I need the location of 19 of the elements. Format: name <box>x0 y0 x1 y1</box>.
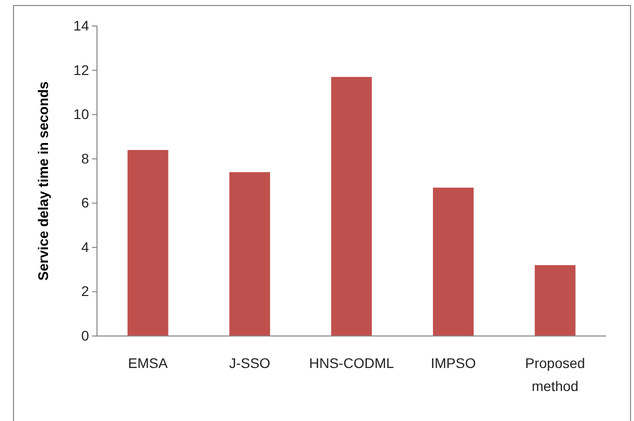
y-axis-title: Service delay time in seconds <box>35 81 51 281</box>
y-tick-label: 2 <box>81 283 90 300</box>
x-tick-label: J-SSO <box>229 355 270 371</box>
x-tick-label: IMPSO <box>430 355 476 371</box>
x-tick-label: EMSA <box>128 355 168 371</box>
bar <box>534 265 576 336</box>
bar <box>432 188 474 336</box>
y-tick-label: 0 <box>81 327 90 344</box>
x-tick-label: Proposed method <box>525 355 586 394</box>
y-tick-label: 8 <box>81 150 90 166</box>
y-tick-label: 12 <box>73 62 90 78</box>
y-tick-label: 14 <box>73 17 90 34</box>
y-tick-label: 10 <box>73 106 90 122</box>
bar <box>128 150 168 336</box>
x-tick-label: HNS-CODML <box>309 355 394 371</box>
y-tick-label: 6 <box>81 194 90 211</box>
y-tick-label: 4 <box>81 238 90 255</box>
bar <box>229 172 270 336</box>
bar <box>331 76 372 336</box>
